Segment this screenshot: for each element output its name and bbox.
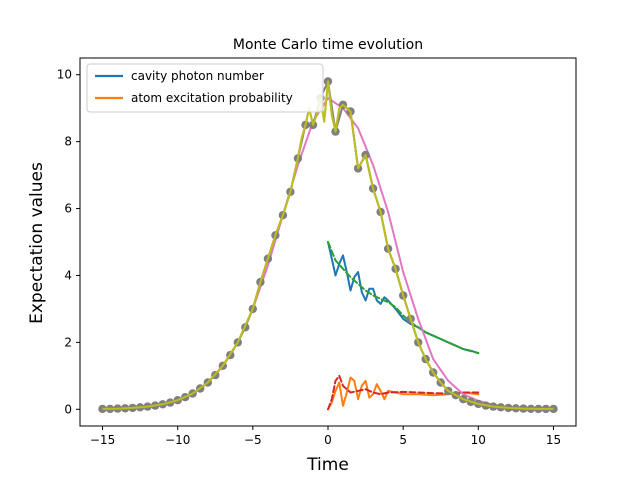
x-tick-label: −5 bbox=[244, 433, 262, 447]
chart-title: Monte Carlo time evolution bbox=[233, 37, 423, 53]
x-axis-ticks: −15 −10 −5 0 5 10 15 bbox=[90, 426, 561, 447]
y-axis-label: Expectation values bbox=[27, 162, 47, 324]
y-axis-ticks: 0 2 4 6 8 10 bbox=[57, 68, 80, 416]
plot-series bbox=[98, 77, 558, 414]
x-tick-label: −10 bbox=[165, 433, 190, 447]
y-tick-label: 8 bbox=[64, 135, 72, 149]
series-line-2 bbox=[327, 376, 480, 411]
plot-area-frame bbox=[79, 57, 577, 427]
y-tick-label: 0 bbox=[64, 402, 72, 416]
legend-label: atom excitation probability bbox=[131, 91, 293, 105]
x-tick-label: 10 bbox=[471, 433, 486, 447]
legend-box bbox=[86, 63, 324, 113]
y-tick-label: 6 bbox=[64, 202, 72, 216]
legend: cavity photon number atom excitation prob… bbox=[86, 63, 324, 113]
y-tick-label: 2 bbox=[64, 335, 72, 349]
y-tick-label: 10 bbox=[57, 68, 72, 82]
x-axis-label: Time bbox=[306, 455, 349, 475]
x-tick-label: 5 bbox=[399, 433, 407, 447]
x-tick-label: 15 bbox=[546, 433, 561, 447]
x-tick-label: −15 bbox=[90, 433, 115, 447]
series-line-overlay bbox=[102, 80, 554, 410]
legend-label: cavity photon number bbox=[131, 69, 264, 83]
x-tick-label: 0 bbox=[324, 433, 332, 447]
y-tick-label: 4 bbox=[64, 268, 72, 282]
series-line-3 bbox=[327, 374, 480, 411]
series-line-1 bbox=[327, 241, 480, 355]
